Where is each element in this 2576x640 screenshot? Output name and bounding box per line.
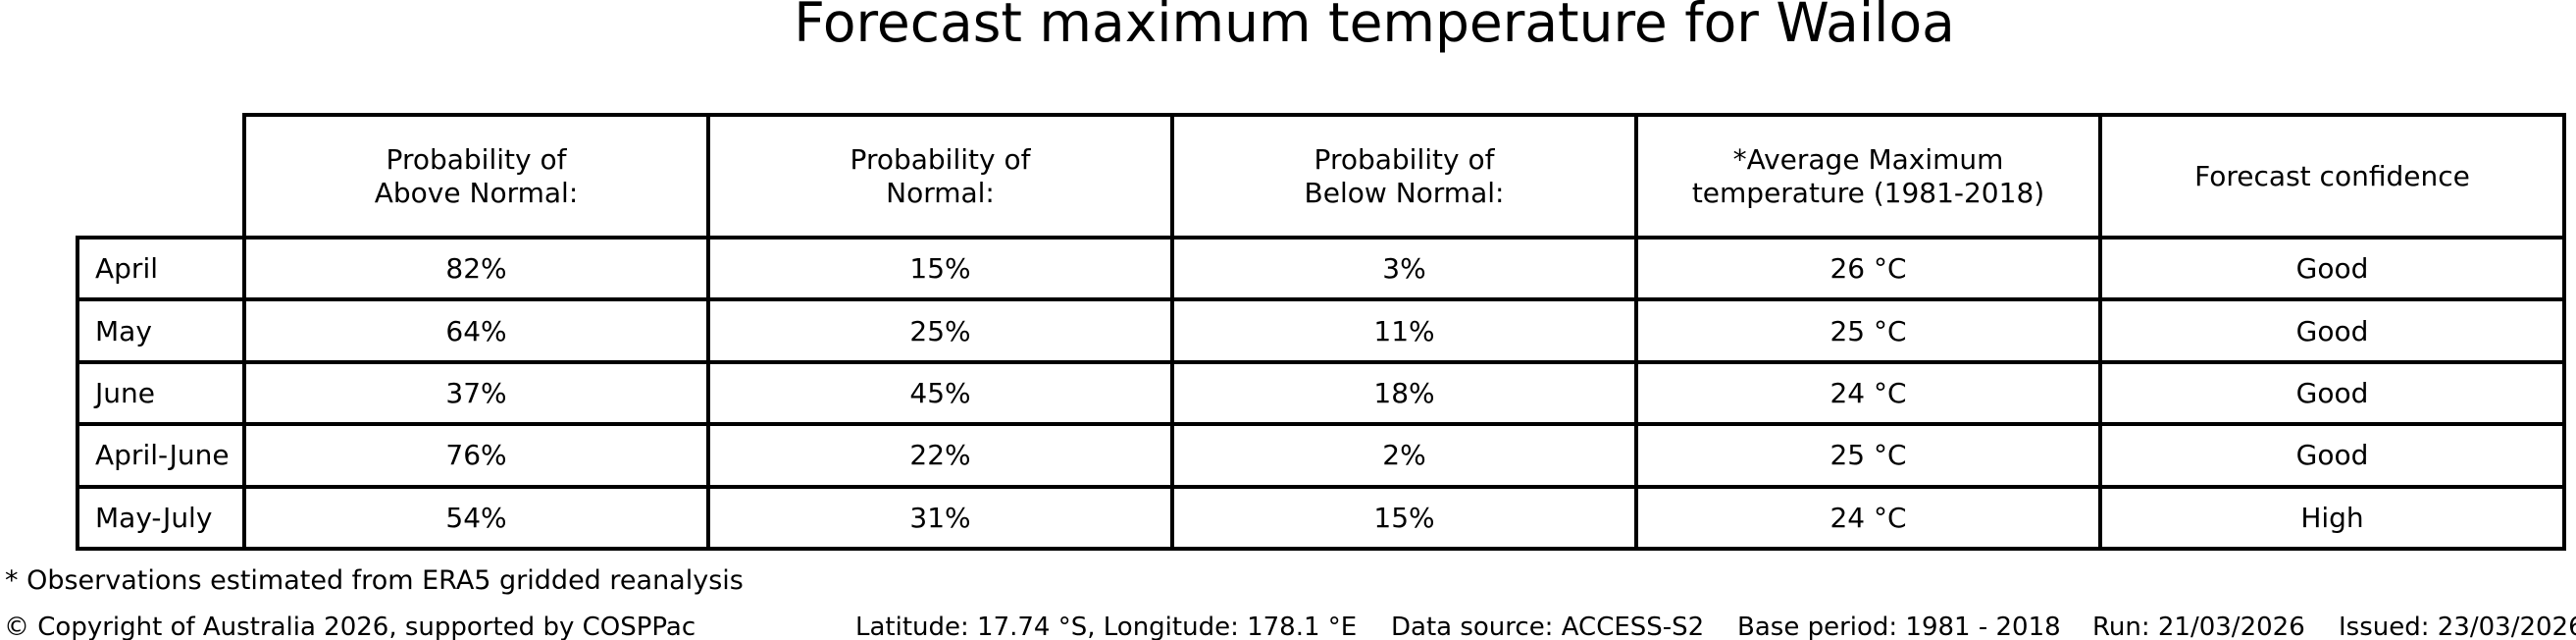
col-header-below-normal: Probability of Below Normal: — [1170, 113, 1638, 240]
issued-date-text: Issued: 23/03/2026 — [2339, 613, 2576, 640]
cell-normal: 22% — [706, 422, 1174, 489]
forecast-table: Probability of Above Normal: Probability… — [76, 113, 2566, 551]
run-date-text: Run: 21/03/2026 — [2092, 613, 2305, 640]
cell-average-max-temp: 24 °C — [1634, 484, 2102, 551]
cell-forecast-confidence: Good — [2098, 297, 2566, 364]
cell-average-max-temp: 25 °C — [1634, 422, 2102, 489]
table-row: June 37% 45% 18% 24 °C Good — [76, 359, 2566, 427]
row-label: April-June — [76, 422, 246, 489]
cell-below-normal: 2% — [1170, 422, 1638, 489]
row-label: June — [76, 359, 246, 427]
cell-average-max-temp: 24 °C — [1634, 359, 2102, 427]
base-period-text: Base period: 1981 - 2018 — [1737, 613, 2061, 640]
cell-below-normal: 18% — [1170, 359, 1638, 427]
cell-normal: 31% — [706, 484, 1174, 551]
cell-forecast-confidence: Good — [2098, 422, 2566, 489]
copyright-text: © Copyright of Australia 2026, supported… — [4, 613, 696, 640]
col-header-forecast-confidence: Forecast confidence — [2098, 113, 2566, 240]
col-header-average-max-temp: *Average Maximum temperature (1981-2018) — [1634, 113, 2102, 240]
cell-forecast-confidence: Good — [2098, 359, 2566, 427]
cell-normal: 45% — [706, 359, 1174, 427]
row-label: May-July — [76, 484, 246, 551]
cell-below-normal: 3% — [1170, 235, 1638, 302]
cell-normal: 15% — [706, 235, 1174, 302]
table-row: April 82% 15% 3% 26 °C Good — [76, 235, 2566, 302]
cell-above-normal: 76% — [242, 422, 710, 489]
col-header-normal: Probability of Normal: — [706, 113, 1174, 240]
table-row: May 64% 25% 11% 25 °C Good — [76, 297, 2566, 364]
table-row: April-June 76% 22% 2% 25 °C Good — [76, 422, 2566, 489]
coordinates-text: Latitude: 17.74 °S, Longitude: 178.1 °E — [855, 613, 1358, 640]
cell-above-normal: 37% — [242, 359, 710, 427]
cell-normal: 25% — [706, 297, 1174, 364]
cell-forecast-confidence: Good — [2098, 235, 2566, 302]
cell-forecast-confidence: High — [2098, 484, 2566, 551]
cell-above-normal: 64% — [242, 297, 710, 364]
corner-empty-cell — [77, 115, 244, 238]
table-row: May-July 54% 31% 15% 24 °C High — [76, 484, 2566, 551]
table-header-row: Probability of Above Normal: Probability… — [77, 113, 2566, 240]
row-label: May — [76, 297, 246, 364]
observations-footnote: * Observations estimated from ERA5 gridd… — [5, 565, 744, 596]
cell-above-normal: 54% — [242, 484, 710, 551]
cell-below-normal: 11% — [1170, 297, 1638, 364]
col-header-above-normal: Probability of Above Normal: — [242, 113, 710, 240]
cell-below-normal: 15% — [1170, 484, 1638, 551]
cell-average-max-temp: 26 °C — [1634, 235, 2102, 302]
cell-average-max-temp: 25 °C — [1634, 297, 2102, 364]
row-label: April — [76, 235, 246, 302]
data-source-text: Data source: ACCESS-S2 — [1391, 613, 1705, 640]
figure-title: Forecast maximum temperature for Wailoa — [794, 0, 1955, 54]
cell-above-normal: 82% — [242, 235, 710, 302]
